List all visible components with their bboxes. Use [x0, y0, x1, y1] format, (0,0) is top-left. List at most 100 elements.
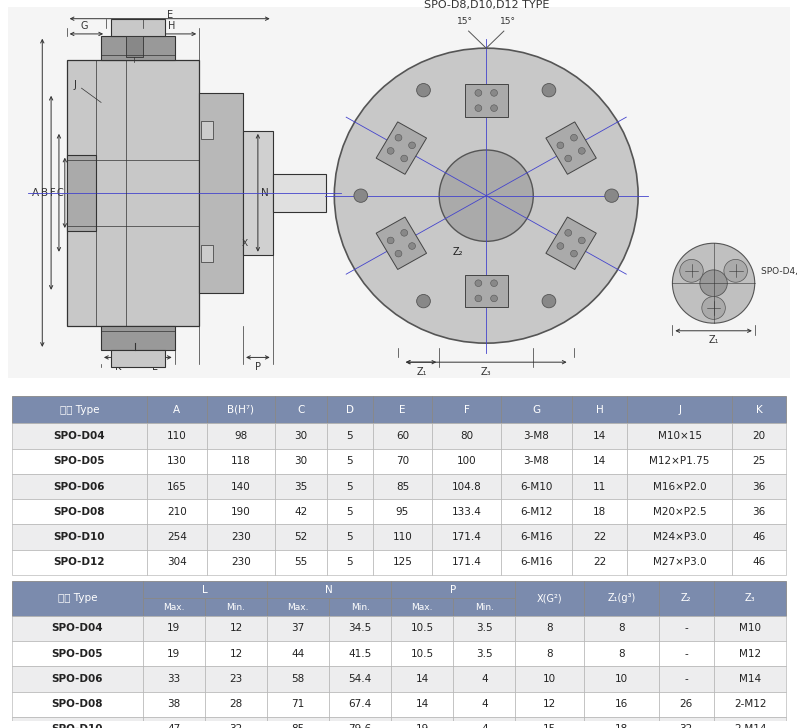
Bar [267, 717, 329, 728]
Bar [373, 424, 433, 448]
Bar [267, 598, 329, 616]
Text: 58: 58 [291, 674, 305, 684]
Bar [572, 499, 627, 524]
Bar [658, 692, 714, 717]
Bar [391, 666, 453, 692]
Text: 304: 304 [167, 558, 187, 567]
Bar [391, 581, 516, 598]
Bar [572, 448, 627, 474]
Text: 36: 36 [753, 507, 766, 517]
Bar [373, 474, 433, 499]
Bar [572, 524, 627, 550]
Text: Max.: Max. [163, 603, 184, 612]
Text: 型号 Type: 型号 Type [60, 405, 99, 415]
Text: 133.4: 133.4 [452, 507, 481, 517]
Bar [243, 131, 273, 255]
Text: 5: 5 [346, 558, 353, 567]
Text: SPO-D4,D5,D6 TYPE: SPO-D4,D5,D6 TYPE [760, 267, 798, 277]
Bar [147, 499, 207, 524]
Text: 80: 80 [460, 431, 473, 441]
Bar [147, 424, 207, 448]
Circle shape [579, 237, 585, 244]
Bar [147, 550, 207, 575]
Text: 6-M16: 6-M16 [520, 532, 553, 542]
Text: 19: 19 [168, 623, 180, 633]
Bar [373, 396, 433, 424]
Text: 10.5: 10.5 [411, 623, 434, 633]
Text: 3-M8: 3-M8 [523, 456, 549, 467]
Bar [12, 616, 143, 641]
Text: P: P [450, 585, 456, 595]
Bar [516, 717, 584, 728]
Text: Z₂: Z₂ [681, 593, 692, 604]
Circle shape [387, 237, 394, 244]
Text: 28: 28 [229, 699, 243, 709]
Bar [658, 581, 714, 616]
Circle shape [571, 250, 578, 257]
Bar [327, 499, 373, 524]
Text: 60: 60 [396, 431, 409, 441]
Bar [501, 524, 572, 550]
Text: SPO-D04: SPO-D04 [52, 623, 103, 633]
Bar [147, 524, 207, 550]
Circle shape [334, 48, 638, 343]
Text: 34.5: 34.5 [349, 623, 372, 633]
Text: N: N [261, 188, 269, 198]
Text: SPO-D06: SPO-D06 [53, 482, 105, 491]
Text: Z₂: Z₂ [452, 247, 463, 257]
Bar [658, 666, 714, 692]
Bar [207, 396, 275, 424]
Bar [516, 692, 584, 717]
Bar [12, 692, 143, 717]
Bar [147, 474, 207, 499]
Bar [714, 666, 786, 692]
Text: 5: 5 [346, 482, 353, 491]
Text: Min.: Min. [350, 603, 369, 612]
Bar [329, 717, 391, 728]
Text: D: D [132, 340, 139, 350]
Bar [327, 424, 373, 448]
Text: 2-M12: 2-M12 [734, 699, 766, 709]
Bar [205, 616, 267, 641]
Text: 6-M12: 6-M12 [520, 507, 553, 517]
Text: 140: 140 [231, 482, 251, 491]
Text: 5: 5 [346, 507, 353, 517]
Text: 47: 47 [168, 724, 180, 728]
Text: M10: M10 [739, 623, 761, 633]
Text: 12: 12 [543, 699, 556, 709]
Text: 55: 55 [294, 558, 308, 567]
Bar [627, 499, 733, 524]
Text: 110: 110 [393, 532, 413, 542]
Text: Max.: Max. [287, 603, 309, 612]
Text: 26: 26 [680, 699, 693, 709]
Bar [12, 424, 147, 448]
Text: 98: 98 [235, 431, 247, 441]
Text: 70: 70 [396, 456, 409, 467]
Text: 95: 95 [396, 507, 409, 517]
Text: 11: 11 [593, 482, 606, 491]
Circle shape [354, 189, 368, 202]
Bar [12, 396, 147, 424]
Bar [101, 36, 175, 60]
Bar [584, 717, 658, 728]
Text: 42: 42 [294, 507, 308, 517]
Circle shape [557, 242, 564, 250]
Bar [12, 581, 143, 616]
Text: 44: 44 [291, 649, 305, 659]
Text: M12: M12 [739, 649, 761, 659]
Text: 171.4: 171.4 [452, 532, 481, 542]
Bar [516, 641, 584, 666]
Text: 35: 35 [294, 482, 308, 491]
Bar [714, 616, 786, 641]
Bar [391, 692, 453, 717]
Bar [391, 717, 453, 728]
Bar [627, 396, 733, 424]
Bar [572, 396, 627, 424]
Bar [501, 550, 572, 575]
Text: 46: 46 [753, 532, 766, 542]
Text: 8: 8 [547, 623, 553, 633]
Text: 2-M14: 2-M14 [734, 724, 766, 728]
Text: 4: 4 [481, 674, 488, 684]
Text: K: K [115, 362, 121, 372]
Text: K: K [756, 405, 763, 415]
